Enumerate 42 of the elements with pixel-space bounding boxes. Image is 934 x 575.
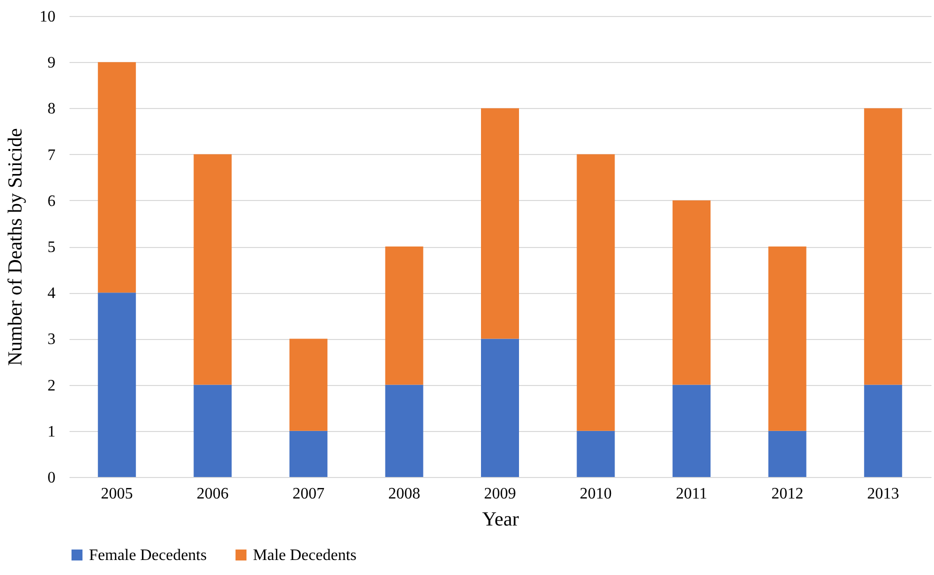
bar xyxy=(768,246,806,431)
y-tick-label: 6 xyxy=(48,192,56,210)
y-tick-label: 8 xyxy=(48,100,56,118)
bar xyxy=(98,292,136,477)
bar xyxy=(576,154,615,431)
legend-label: Female Decedents xyxy=(89,547,207,564)
bar xyxy=(385,384,424,477)
bar xyxy=(98,62,136,293)
legend-label: Male Decedents xyxy=(253,547,357,564)
y-tick-label: 0 xyxy=(48,470,56,486)
x-tick-label: 2011 xyxy=(676,486,708,502)
bar xyxy=(768,430,806,477)
bar xyxy=(864,108,902,385)
bar xyxy=(576,430,615,477)
bar xyxy=(481,338,519,477)
y-tick-label: 3 xyxy=(48,331,56,348)
x-axis-title: Year xyxy=(482,508,520,530)
bar xyxy=(672,384,711,477)
bar xyxy=(481,108,519,339)
x-tick-label: 2010 xyxy=(580,486,612,502)
bar xyxy=(194,154,232,385)
y-tick-label: 9 xyxy=(48,54,56,72)
bar xyxy=(385,246,424,385)
x-tick-label: 2008 xyxy=(388,486,420,502)
x-tick-label: 2006 xyxy=(196,486,229,502)
y-tick-label: 7 xyxy=(48,146,56,164)
y-tick-label: 5 xyxy=(48,239,56,256)
bar xyxy=(194,384,232,477)
x-tick-label: 2007 xyxy=(292,486,324,502)
x-tick-label: 2005 xyxy=(100,486,133,502)
bar xyxy=(289,430,328,477)
y-tick-label: 1 xyxy=(48,423,56,440)
y-axis-title: Number of Deaths by Suicide xyxy=(4,128,26,366)
bar xyxy=(289,338,328,431)
y-tick-label: 10 xyxy=(40,8,56,26)
x-tick-label: 2013 xyxy=(867,486,900,502)
bar xyxy=(672,200,711,385)
bar xyxy=(864,384,902,477)
y-tick-label: 4 xyxy=(48,285,56,302)
x-tick-label: 2009 xyxy=(484,486,516,502)
x-tick-label: 2012 xyxy=(771,486,804,502)
y-tick-label: 2 xyxy=(48,377,56,394)
